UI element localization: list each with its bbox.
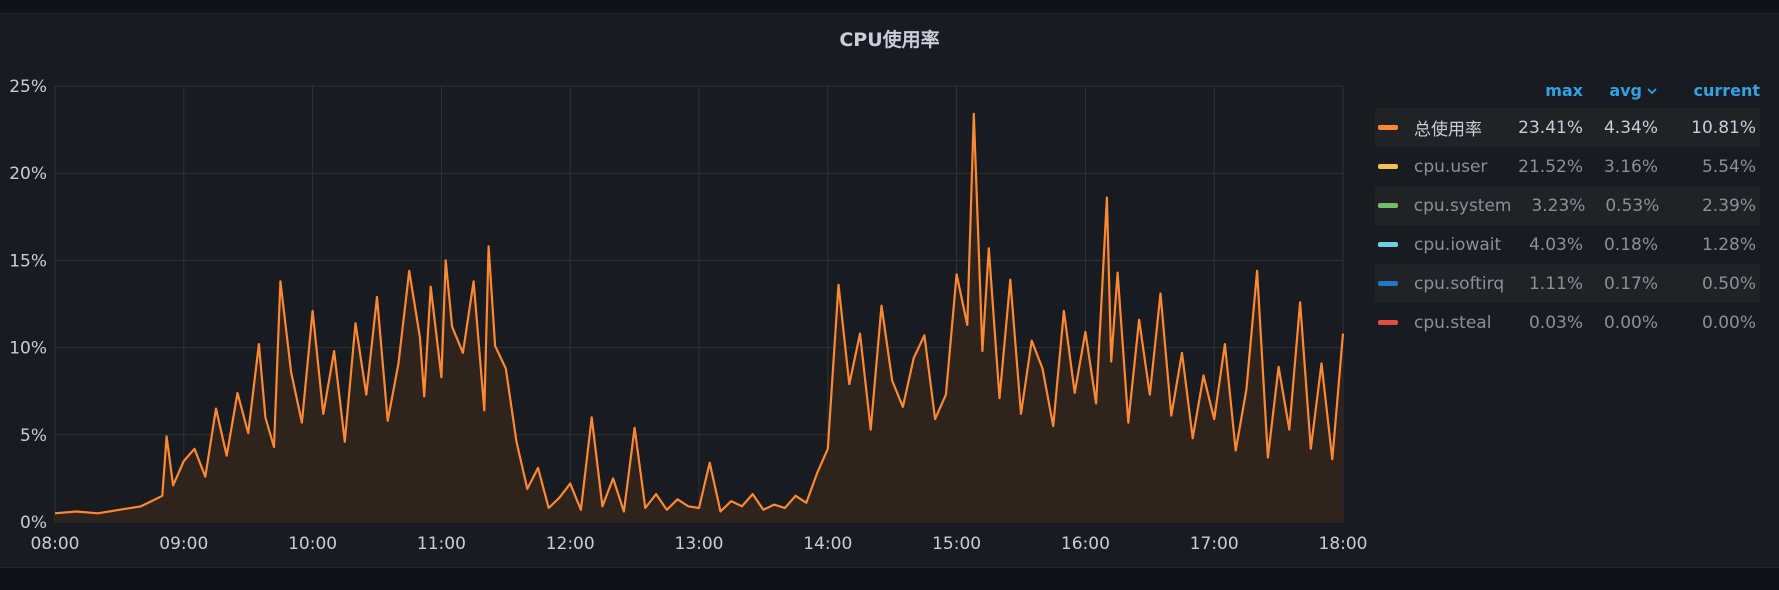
x-tick-label: 15:00: [932, 534, 981, 554]
chevron-down-icon: [1647, 88, 1657, 95]
x-tick-label: 09:00: [159, 534, 208, 554]
legend-value-max: 0.03%: [1528, 312, 1583, 333]
y-tick-label: 0%: [20, 513, 47, 533]
series-line-total[interactable]: [54, 112, 1345, 515]
legend-row[interactable]: cpu.system 3.23% 0.53% 2.39%: [1375, 186, 1760, 225]
legend-row[interactable]: cpu.iowait 4.03% 0.18% 1.28%: [1375, 225, 1760, 264]
legend-value-current: 0.50%: [1701, 273, 1756, 294]
legend-value-current: 0.00%: [1701, 312, 1756, 333]
y-tick-label: 25%: [9, 77, 47, 97]
legend-value-current: 10.81%: [1691, 117, 1756, 138]
legend-header-max[interactable]: max: [1545, 80, 1583, 100]
legend-value-current: 1.28%: [1701, 234, 1756, 255]
x-tick-label: 16:00: [1061, 534, 1110, 554]
x-tick-label: 11:00: [417, 534, 466, 554]
legend-series-name: cpu.softirq: [1414, 273, 1505, 294]
y-tick-label: 5%: [20, 426, 47, 446]
legend-row[interactable]: 总使用率 23.41% 4.34% 10.81%: [1375, 108, 1760, 147]
chart-legend: max avg current 总使用率 23.41% 4.34% 10.81% cpu…: [1375, 72, 1760, 342]
legend-value-avg: 0.00%: [1603, 312, 1658, 333]
x-tick-label: 14:00: [803, 534, 852, 554]
legend-value-max: 1.11%: [1528, 273, 1583, 294]
legend-value-current: 5.54%: [1701, 156, 1756, 177]
legend-rows: 总使用率 23.41% 4.34% 10.81% cpu.user 21.52% 3.16%…: [1375, 108, 1760, 342]
x-tick-label: 13:00: [675, 534, 724, 554]
legend-value-current: 2.39%: [1701, 195, 1756, 216]
x-tick-label: 10:00: [288, 534, 337, 554]
legend-value-avg: 3.16%: [1603, 156, 1658, 177]
legend-value-avg: 4.34%: [1603, 117, 1658, 138]
legend-header-current[interactable]: current: [1693, 80, 1760, 100]
legend-swatch: [1378, 320, 1398, 325]
legend-series-name: 总使用率: [1414, 120, 1482, 140]
legend-header-avg-label: avg: [1609, 80, 1642, 100]
x-tick-label: 17:00: [1190, 534, 1239, 554]
y-tick-label: 10%: [9, 339, 47, 359]
legend-value-avg: 0.53%: [1605, 195, 1660, 216]
legend-header: max avg current: [1375, 72, 1760, 108]
legend-row[interactable]: cpu.softirq 1.11% 0.17% 0.50%: [1375, 264, 1760, 303]
legend-value-max: 21.52%: [1518, 156, 1583, 177]
x-tick-label: 08:00: [31, 534, 80, 554]
legend-value-avg: 0.18%: [1603, 234, 1658, 255]
legend-swatch: [1378, 203, 1398, 208]
y-tick-label: 20%: [9, 164, 47, 184]
legend-swatch: [1378, 125, 1398, 130]
legend-series-name: cpu.user: [1414, 156, 1488, 177]
panel-title[interactable]: CPU使用率: [839, 29, 940, 51]
legend-series-name: cpu.system: [1413, 195, 1512, 216]
legend-row[interactable]: cpu.user 21.52% 3.16% 5.54%: [1375, 147, 1760, 186]
legend-series-name: cpu.iowait: [1414, 234, 1502, 255]
x-tick-label: 18:00: [1319, 534, 1368, 554]
y-tick-label: 15%: [9, 251, 47, 271]
chart-area-layer: [54, 112, 1345, 523]
series-area-total: [55, 113, 1343, 523]
legend-row[interactable]: cpu.steal 0.03% 0.00% 0.00%: [1375, 303, 1760, 342]
legend-header-avg[interactable]: avg: [1583, 81, 1658, 100]
legend-value-max: 3.23%: [1531, 195, 1586, 216]
legend-swatch: [1378, 281, 1398, 286]
legend-swatch: [1378, 164, 1398, 169]
x-tick-label: 12:00: [546, 534, 595, 554]
chart-axis-labels: 0% 5% 10% 15% 20% 25% 08:00 09:00 10:00 11:00 12:0…: [9, 77, 1367, 554]
legend-value-max: 4.03%: [1528, 234, 1583, 255]
legend-value-max: 23.41%: [1518, 117, 1583, 138]
legend-swatch: [1378, 242, 1398, 247]
legend-series-name: cpu.steal: [1414, 312, 1492, 333]
legend-value-avg: 0.17%: [1603, 273, 1658, 294]
bottom-strip: [0, 572, 1779, 590]
